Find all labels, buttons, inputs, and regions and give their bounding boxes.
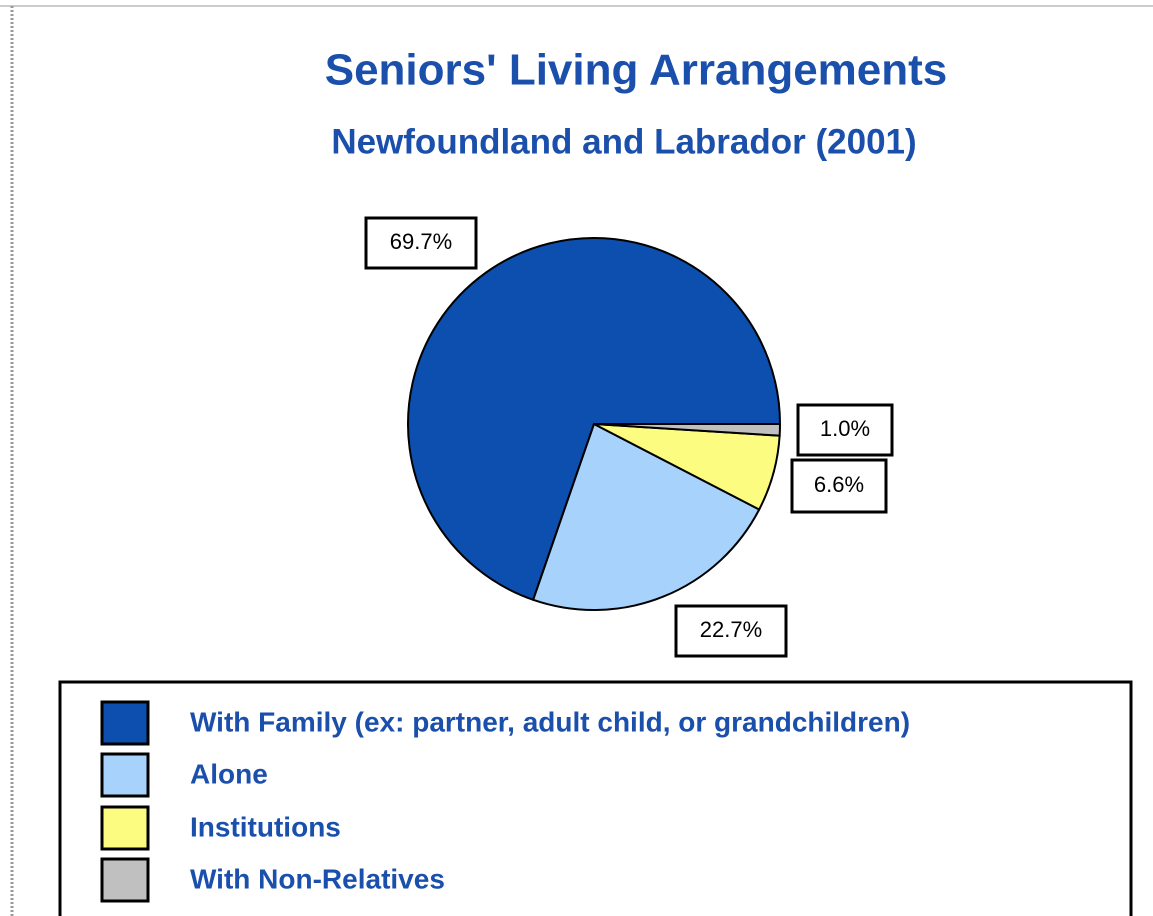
- legend-label: Institutions: [190, 811, 341, 842]
- legend-swatch: [100, 700, 150, 746]
- data-label: 22.7%: [700, 617, 762, 642]
- legend-label: Alone: [190, 758, 268, 789]
- data-label: 69.7%: [390, 229, 452, 254]
- legend-label: With Non-Relatives: [190, 863, 445, 894]
- chart-title: Seniors' Living Arrangements: [325, 46, 948, 95]
- label-box: [674, 604, 788, 658]
- legend-label: With Family (ex: partner, adult child, o…: [190, 706, 910, 737]
- data-label: 1.0%: [820, 416, 870, 441]
- chart-subtitle: Newfoundland and Labrador (2001): [331, 122, 916, 161]
- pie-slice: [407, 237, 782, 602]
- pie-slice: [531, 422, 761, 611]
- legend-swatch: [100, 752, 150, 798]
- data-label: 6.6%: [814, 472, 864, 497]
- label-box: [364, 216, 478, 270]
- legend-swatch: [100, 857, 150, 903]
- label-box: [790, 458, 888, 514]
- legend-box: [58, 680, 1133, 916]
- label-box: [796, 403, 894, 457]
- pie-slice: [593, 423, 782, 437]
- legend-swatch: [100, 805, 150, 851]
